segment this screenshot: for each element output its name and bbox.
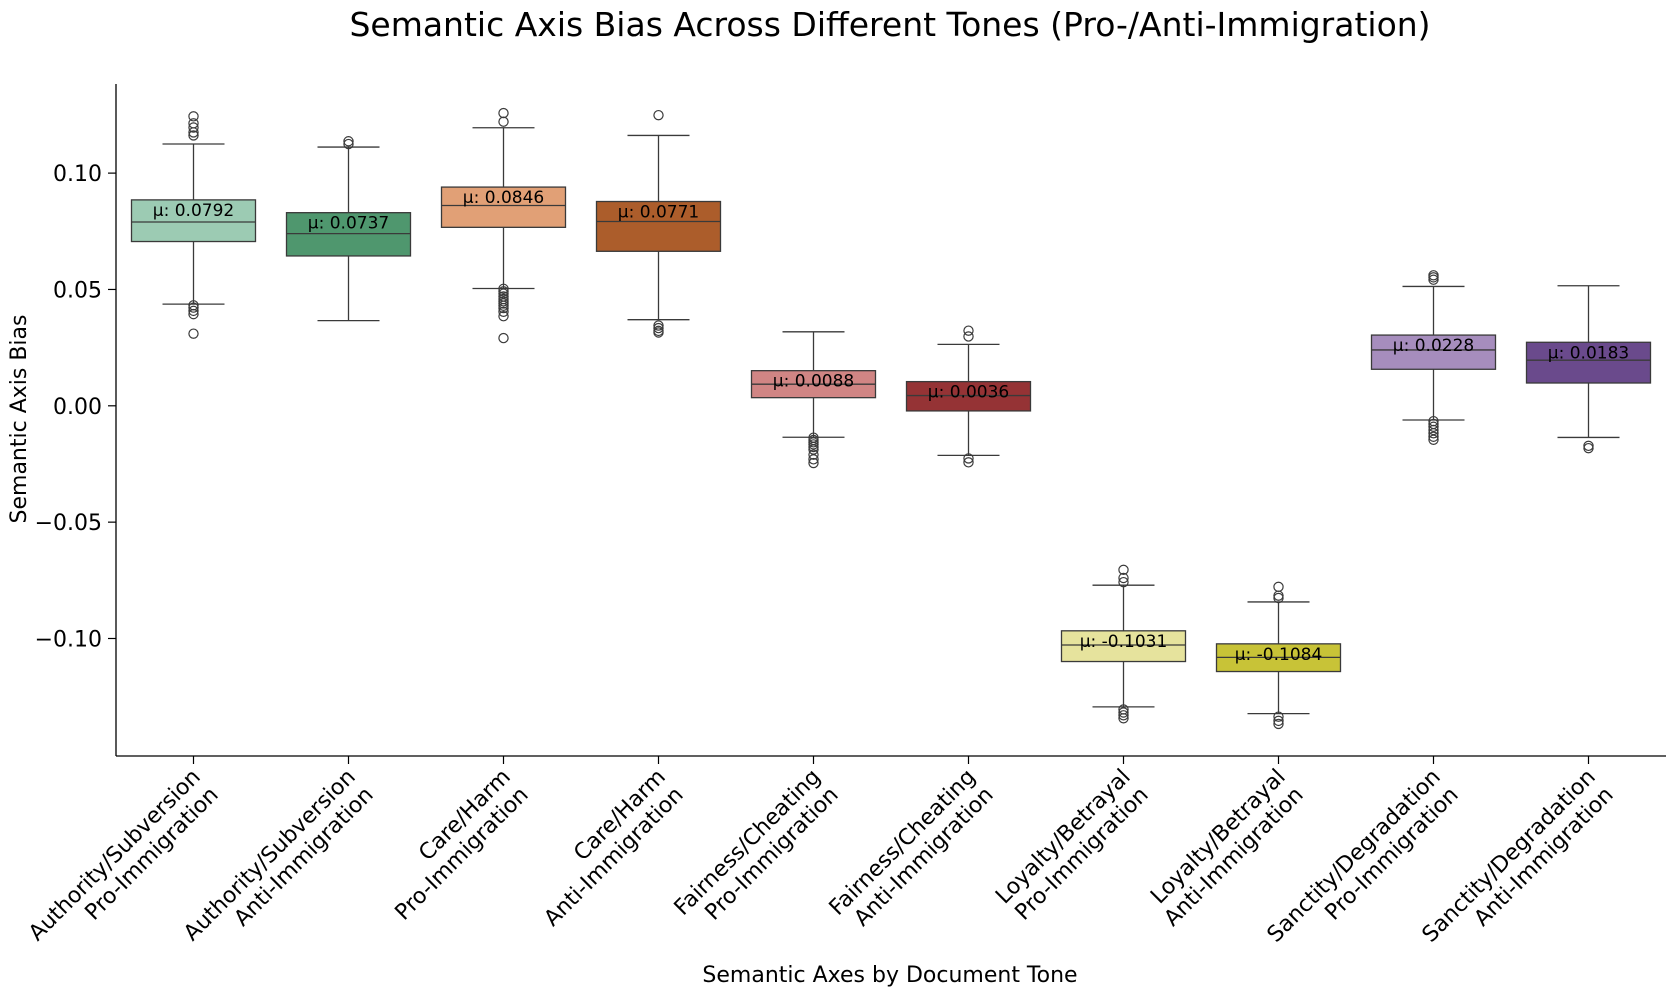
chart-title: Semantic Axis Bias Across Different Tone… (349, 5, 1430, 44)
outlier-point (1118, 707, 1129, 718)
outlier-point (1118, 710, 1129, 721)
mean-label: µ: -0.1031 (1080, 632, 1168, 652)
outlier-point (498, 302, 509, 314)
outlier-point (1273, 581, 1284, 593)
outlier-point (653, 327, 664, 338)
x-category-label-line: Fairness/Cheating (825, 765, 981, 921)
iqr-box (595, 200, 722, 252)
outlier-point (498, 283, 509, 294)
outlier-point (1118, 564, 1129, 576)
iqr-box (1060, 630, 1187, 663)
outlier-point (1583, 440, 1594, 452)
iqr-box (1525, 341, 1652, 384)
outlier-point (653, 109, 664, 121)
outlier-point (963, 457, 974, 468)
outlier-point (498, 332, 509, 344)
outlier-point (1118, 576, 1129, 588)
x-category-label-line: Authority/Subversion (24, 765, 206, 947)
outlier-point (1273, 711, 1284, 722)
outlier-point (1583, 442, 1594, 454)
outlier-point (1118, 713, 1129, 724)
outlier-point (1428, 272, 1439, 283)
outlier-point (963, 325, 974, 336)
outlier-point (808, 454, 819, 465)
outlier-point (1428, 431, 1439, 442)
iqr-box (130, 199, 257, 243)
outlier-point (963, 453, 974, 464)
x-category-label: Loyalty/BetrayalAnti-Immigration (1142, 765, 1309, 932)
iqr-box (285, 212, 412, 257)
mean-label: µ: 0.0737 (308, 214, 389, 234)
x-category-label-line: Fairness/Cheating (670, 765, 826, 921)
outlier-point (963, 331, 974, 342)
box-group: µ: 0.0036 Fairness/CheatingAnti-Immigrati… (825, 325, 1032, 939)
outlier-point (498, 107, 509, 119)
outlier-point (808, 441, 819, 453)
mean-label: µ: 0.0088 (773, 372, 854, 392)
box-group: µ: 0.0228Sanctity/DegradationPro-Immigra… (1263, 270, 1497, 948)
outlier-point (343, 136, 354, 147)
x-category-label: Care/HarmAnti-Immigration (522, 765, 689, 932)
outlier-point (188, 328, 199, 339)
x-category-label: Care/HarmPro-Immigration (373, 765, 534, 926)
outlier-point (1428, 421, 1439, 432)
y-tick-label: 0.05 (53, 278, 102, 303)
y-tick-label: 0.10 (53, 162, 102, 187)
box-group: µ: 0.0737Authority/SubversionAnti-Immigr… (179, 136, 412, 946)
x-category-label: Fairness/CheatingAnti-Immigration (825, 765, 999, 939)
outlier-point (653, 322, 664, 334)
mean-label: µ: 0.0771 (618, 203, 699, 223)
outlier-point (188, 130, 199, 141)
outlier-point (808, 449, 819, 460)
outlier-point (343, 138, 354, 150)
iqr-box (1370, 334, 1497, 370)
iqr-box (440, 186, 567, 228)
outlier-point (498, 306, 509, 318)
outlier-point (188, 111, 199, 122)
x-category-label: Fairness/CheatingPro-Immigration (670, 765, 844, 939)
x-axis-label: Semantic Axes by Document Tone (702, 963, 1077, 988)
outlier-point (188, 302, 199, 313)
outlier-point (808, 457, 819, 469)
outlier-point (653, 320, 664, 331)
mean-label: µ: -0.1084 (1235, 645, 1323, 665)
outlier-point (498, 116, 509, 127)
outlier-point (1273, 592, 1284, 604)
outlier-point (1273, 715, 1284, 727)
box-group: µ: -0.1031 Loyalty/BetrayalPro-Immigratio… (991, 564, 1187, 927)
outlier-point (1428, 428, 1439, 439)
mean-label: µ: 0.0036 (928, 383, 1009, 403)
iqr-box (905, 380, 1032, 412)
outlier-point (1273, 718, 1284, 730)
outlier-point (1273, 590, 1284, 601)
outlier-point (1118, 572, 1129, 584)
x-category-label: Loyalty/BetrayalPro-Immigration (991, 765, 1153, 927)
outlier-point (188, 308, 199, 320)
box-group: µ: 0.0771 Care/HarmAnti-Immigration (522, 109, 722, 932)
box-group: µ: 0.0088 Fairness/CheatingPro-Immigratio… (670, 331, 877, 939)
outlier-point (808, 439, 819, 450)
outlier-point (1428, 434, 1439, 445)
y-tick-label: 0.00 (53, 395, 102, 420)
outlier-point (188, 127, 199, 138)
mean-label: µ: 0.0183 (1548, 343, 1629, 363)
y-tick-label: −0.10 (35, 627, 102, 652)
y-tick-label: −0.05 (35, 511, 102, 536)
mean-label: µ: 0.0792 (153, 201, 234, 221)
box-group: µ: 0.0792Authority/SubversionPro-Immigra… (24, 111, 257, 947)
outlier-point (1428, 274, 1439, 285)
mean-label: µ: 0.0846 (463, 188, 544, 208)
outlier-point (188, 122, 199, 133)
box-group: µ: 0.0183Sanctity/DegradationAnti-Immigr… (1418, 285, 1652, 948)
outlier-point (498, 311, 509, 322)
y-axis-label: Semantic Axis Bias (7, 315, 32, 524)
mean-label: µ: 0.0228 (1393, 336, 1474, 356)
plot-area: 0.10 0.05 0.00 −0.05 −0.10 µ: 0.0792 Authority… (24, 84, 1666, 948)
outlier-point (188, 305, 199, 317)
